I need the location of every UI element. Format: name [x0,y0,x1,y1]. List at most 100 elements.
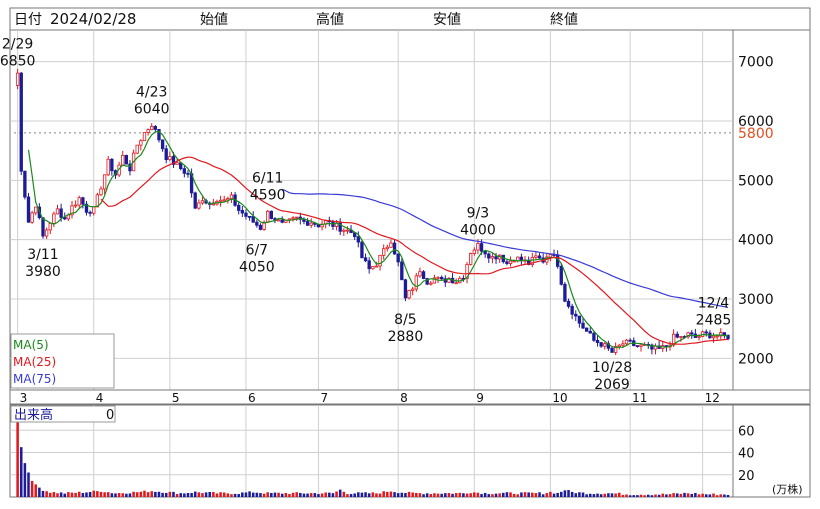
volume-bar [85,492,88,497]
candle-body [610,347,614,353]
candle-body [229,194,234,199]
candle-body [200,200,205,204]
volume-bar [480,494,483,497]
candle-body [490,256,495,259]
candle-body [686,332,690,338]
candle-body [175,162,179,165]
volume-panel [9,404,811,498]
volume-bar [639,494,643,497]
volume-label: 出来高 [14,407,53,423]
candle-body [30,212,34,223]
volume-bar [643,495,646,497]
volume-bar [599,494,603,497]
volume-bar [473,492,476,497]
volume-bar [556,492,559,497]
volume-bar [364,492,367,497]
candle-body [146,129,150,133]
volume-bar [632,495,636,497]
volume-unit: (万株) [772,482,803,496]
candle-body [150,126,154,131]
volume-bar [255,492,259,497]
candle-body [295,216,299,219]
volume-bar [570,491,574,497]
candle-body [73,204,78,207]
annotation-price: 2880 [388,329,424,345]
volume-bar [59,492,63,497]
volume-bar [183,493,186,497]
candle-body [411,288,415,291]
ma5-legend: MA(5) [13,338,49,352]
volume-bar [251,492,255,497]
candle-body [99,188,103,196]
volume-bar [291,492,295,497]
volume-bar [378,493,382,497]
candle-body [338,222,342,232]
candle-body [479,243,484,252]
volume-bar [621,494,625,497]
candle-body [679,336,683,338]
volume-bar [686,493,690,497]
candle-body [182,168,187,174]
volume-bar [88,492,92,497]
month-label: 10 [552,391,567,405]
volume-bar [63,493,67,497]
volume-bar [70,492,74,497]
volume-bar [657,494,661,497]
candle-body [55,208,60,215]
volume-bar [19,447,23,497]
candle-body [722,332,727,336]
candle-body [168,156,172,160]
volume-bar [212,492,215,497]
volume-bar [534,493,538,497]
volume-bar [77,491,81,497]
volume-bar [563,490,567,497]
volume-bar [110,493,114,497]
volume-bar [668,494,672,497]
volume-tick-label: 20 [738,469,755,484]
candle-body [599,342,603,347]
volume-bar [531,492,534,497]
candle-body [690,332,694,335]
annotation-price: 6850 [0,54,35,70]
volume-bar [614,493,617,497]
volume-bar [465,493,469,497]
volume-bar [589,493,592,497]
candle-body [226,198,230,201]
candle-body [70,205,74,216]
candle-body [671,333,676,346]
volume-bar [74,492,77,497]
candle-body [617,344,621,347]
volume-bar [299,492,302,497]
volume-bar [541,494,545,497]
volume-bar [592,494,596,497]
volume-bar [375,493,378,497]
reference-line-group: 5800 [14,126,774,142]
volume-bar [99,491,103,497]
volume-bar [201,493,204,497]
month-label: 7 [320,391,328,405]
candle-body [280,219,284,223]
volume-bar [16,419,19,497]
volume-bar [527,492,530,497]
volume-bar [280,493,284,497]
candle-body [389,242,393,248]
candle-body [508,260,513,264]
low-label: 安値 [433,12,461,28]
volume-label-box [10,405,116,423]
volume-bar [451,493,454,497]
candle-body [363,257,368,262]
candle-body [628,339,632,342]
volume-bar [636,495,639,497]
candle-body [153,126,158,130]
volume-bar [672,493,675,497]
volume-bar [277,492,280,497]
annotation-date: 10/28 [592,360,632,376]
candle-body [530,256,534,265]
candle-body [719,332,723,337]
candle-body [447,277,451,283]
volume-bar [393,492,396,497]
volume-bar [483,492,487,497]
volume-bar [444,493,447,497]
volume-bar [244,492,248,497]
